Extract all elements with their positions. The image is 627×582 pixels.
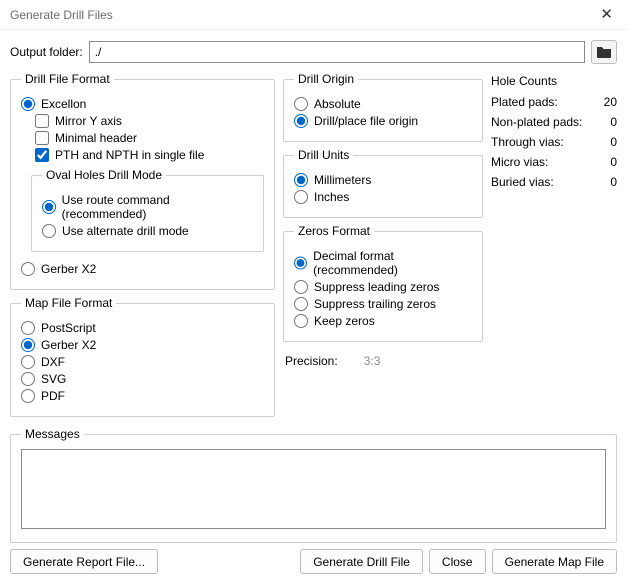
precision-label: Precision: bbox=[285, 354, 338, 368]
pth-npth-checkbox[interactable] bbox=[35, 148, 49, 162]
dxf-radio[interactable] bbox=[21, 355, 35, 369]
minimal-header-label: Minimal header bbox=[55, 131, 137, 145]
svg-radio[interactable] bbox=[21, 372, 35, 386]
excellon-label: Excellon bbox=[41, 97, 86, 111]
close-button[interactable]: Close bbox=[429, 549, 486, 574]
through-vias-label: Through vias: bbox=[491, 135, 564, 149]
map-gerber-x2-label: Gerber X2 bbox=[41, 338, 96, 352]
map-gerber-x2-radio[interactable] bbox=[21, 338, 35, 352]
zeros-format-legend: Zeros Format bbox=[294, 224, 374, 238]
pth-npth-label: PTH and NPTH in single file bbox=[55, 148, 204, 162]
through-vias-value: 0 bbox=[610, 135, 617, 149]
plated-pads-value: 20 bbox=[604, 95, 617, 109]
mirror-y-label: Mirror Y axis bbox=[55, 114, 122, 128]
messages-legend: Messages bbox=[21, 427, 84, 441]
mm-radio[interactable] bbox=[294, 173, 308, 187]
drill-origin-group: Drill Origin Absolute Drill/place file o… bbox=[283, 72, 483, 142]
output-folder-input[interactable] bbox=[89, 41, 585, 63]
drill-units-legend: Drill Units bbox=[294, 148, 353, 162]
generate-map-button[interactable]: Generate Map File bbox=[492, 549, 617, 574]
drill-file-format-legend: Drill File Format bbox=[21, 72, 114, 86]
minimal-header-checkbox[interactable] bbox=[35, 131, 49, 145]
precision-value: 3:3 bbox=[364, 354, 381, 368]
inches-label: Inches bbox=[314, 190, 349, 204]
micro-vias-value: 0 bbox=[610, 155, 617, 169]
output-folder-label: Output folder: bbox=[10, 45, 83, 59]
inches-radio[interactable] bbox=[294, 190, 308, 204]
excellon-radio[interactable] bbox=[21, 97, 35, 111]
suppress-trailing-radio[interactable] bbox=[294, 297, 308, 311]
mirror-y-checkbox[interactable] bbox=[35, 114, 49, 128]
route-command-radio[interactable] bbox=[42, 200, 56, 214]
pdf-label: PDF bbox=[41, 389, 65, 403]
keep-zeros-radio[interactable] bbox=[294, 314, 308, 328]
suppress-leading-label: Suppress leading zeros bbox=[314, 280, 439, 294]
dxf-label: DXF bbox=[41, 355, 65, 369]
pdf-radio[interactable] bbox=[21, 389, 35, 403]
zeros-format-group: Zeros Format Decimal format (recommended… bbox=[283, 224, 483, 342]
suppress-leading-radio[interactable] bbox=[294, 280, 308, 294]
plated-pads-row: Plated pads: 20 bbox=[491, 95, 617, 109]
close-icon[interactable]: ✕ bbox=[600, 5, 613, 23]
alternate-mode-radio[interactable] bbox=[42, 224, 56, 238]
file-origin-label: Drill/place file origin bbox=[314, 114, 418, 128]
postscript-radio[interactable] bbox=[21, 321, 35, 335]
gerber-x2-label: Gerber X2 bbox=[41, 262, 96, 276]
through-vias-row: Through vias: 0 bbox=[491, 135, 617, 149]
non-plated-pads-row: Non-plated pads: 0 bbox=[491, 115, 617, 129]
oval-holes-group: Oval Holes Drill Mode Use route command … bbox=[31, 168, 264, 252]
buried-vias-value: 0 bbox=[610, 175, 617, 189]
mm-label: Millimeters bbox=[314, 173, 371, 187]
file-origin-radio[interactable] bbox=[294, 114, 308, 128]
browse-folder-button[interactable] bbox=[591, 40, 617, 64]
map-file-format-legend: Map File Format bbox=[21, 296, 116, 310]
micro-vias-row: Micro vias: 0 bbox=[491, 155, 617, 169]
folder-icon bbox=[596, 45, 612, 59]
non-plated-pads-value: 0 bbox=[610, 115, 617, 129]
map-file-format-group: Map File Format PostScript Gerber X2 DXF… bbox=[10, 296, 275, 417]
gerber-x2-radio[interactable] bbox=[21, 262, 35, 276]
messages-group: Messages bbox=[10, 427, 617, 543]
generate-report-button[interactable]: Generate Report File... bbox=[10, 549, 158, 574]
svg-label: SVG bbox=[41, 372, 66, 386]
micro-vias-label: Micro vias: bbox=[491, 155, 548, 169]
window-title: Generate Drill Files bbox=[10, 8, 113, 22]
titlebar: Generate Drill Files ✕ bbox=[0, 0, 627, 30]
absolute-label: Absolute bbox=[314, 97, 361, 111]
buried-vias-label: Buried vias: bbox=[491, 175, 554, 189]
decimal-label: Decimal format (recommended) bbox=[313, 249, 472, 277]
hole-counts-title: Hole Counts bbox=[491, 74, 617, 88]
absolute-radio[interactable] bbox=[294, 97, 308, 111]
drill-file-format-group: Drill File Format Excellon Mirror Y axis… bbox=[10, 72, 275, 290]
buried-vias-row: Buried vias: 0 bbox=[491, 175, 617, 189]
messages-textarea[interactable] bbox=[21, 449, 606, 529]
alternate-mode-label: Use alternate drill mode bbox=[62, 224, 189, 238]
generate-drill-button[interactable]: Generate Drill File bbox=[300, 549, 423, 574]
keep-zeros-label: Keep zeros bbox=[314, 314, 375, 328]
suppress-trailing-label: Suppress trailing zeros bbox=[314, 297, 436, 311]
non-plated-pads-label: Non-plated pads: bbox=[491, 115, 582, 129]
drill-origin-legend: Drill Origin bbox=[294, 72, 358, 86]
oval-holes-legend: Oval Holes Drill Mode bbox=[42, 168, 166, 182]
route-command-label: Use route command (recommended) bbox=[62, 193, 253, 221]
postscript-label: PostScript bbox=[41, 321, 96, 335]
plated-pads-label: Plated pads: bbox=[491, 95, 558, 109]
decimal-radio[interactable] bbox=[294, 256, 307, 270]
drill-units-group: Drill Units Millimeters Inches bbox=[283, 148, 483, 218]
